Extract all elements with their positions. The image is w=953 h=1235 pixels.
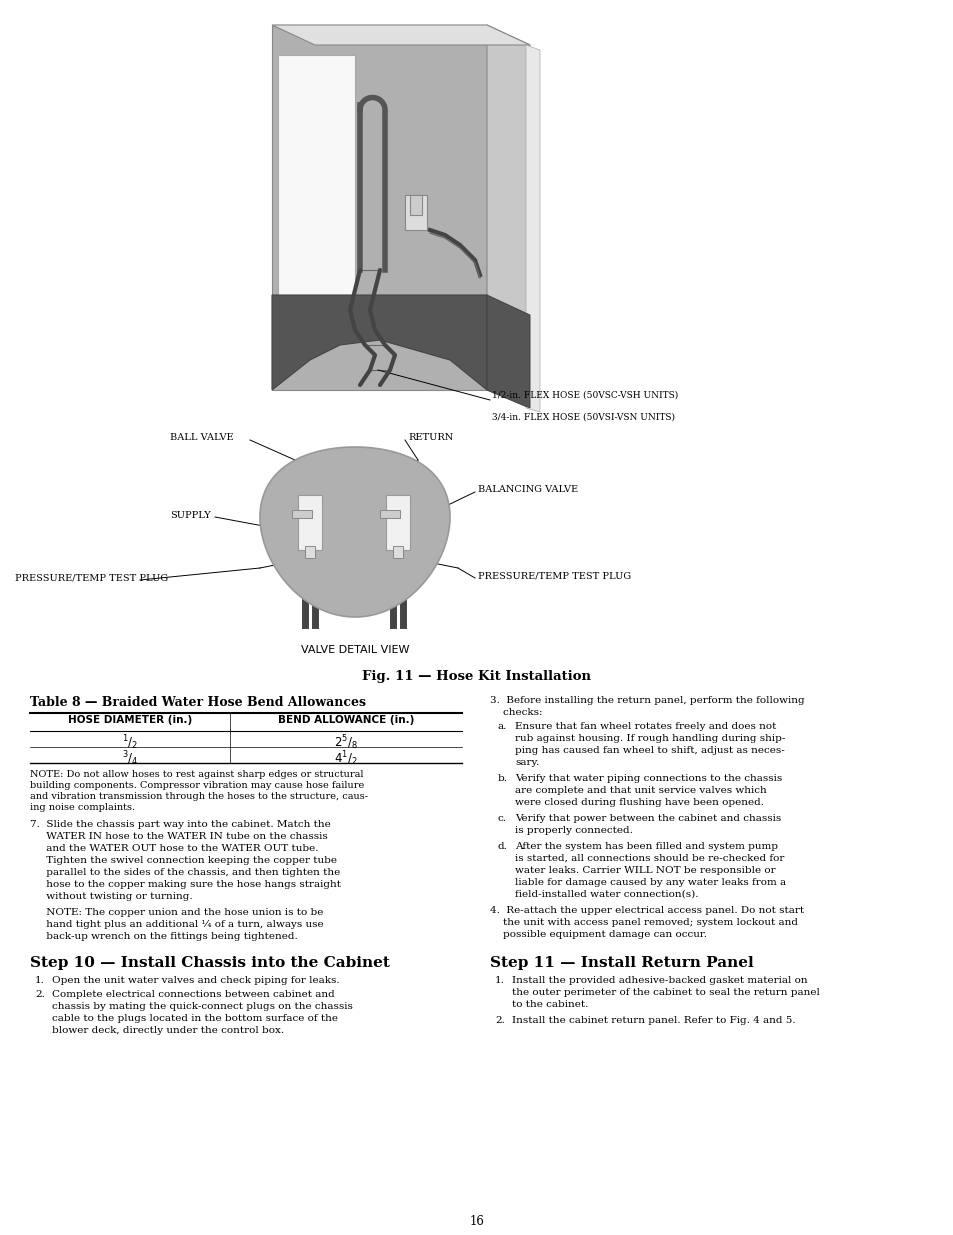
Text: Verify that water piping connections to the chassis: Verify that water piping connections to … bbox=[515, 774, 781, 783]
Text: rub against housing. If rough handling during ship-: rub against housing. If rough handling d… bbox=[515, 734, 784, 743]
Text: checks:: checks: bbox=[490, 708, 542, 718]
Text: BEND ALLOWANCE (in.): BEND ALLOWANCE (in.) bbox=[277, 715, 414, 725]
Text: Tighten the swivel connection keeping the copper tube: Tighten the swivel connection keeping th… bbox=[30, 856, 336, 864]
Text: Ensure that fan wheel rotates freely and does not: Ensure that fan wheel rotates freely and… bbox=[515, 722, 776, 731]
Text: Step 10 — Install Chassis into the Cabinet: Step 10 — Install Chassis into the Cabin… bbox=[30, 956, 390, 969]
Bar bbox=[292, 510, 312, 517]
Polygon shape bbox=[272, 25, 530, 44]
Text: Step 11 — Install Return Panel: Step 11 — Install Return Panel bbox=[490, 956, 753, 969]
Text: cable to the plugs located in the bottom surface of the: cable to the plugs located in the bottom… bbox=[52, 1014, 337, 1023]
Text: HOSE DIAMETER (in.): HOSE DIAMETER (in.) bbox=[68, 715, 192, 725]
Text: 4.  Re-attach the upper electrical access panel. Do not start: 4. Re-attach the upper electrical access… bbox=[490, 906, 803, 915]
Bar bbox=[305, 546, 314, 558]
Text: were closed during flushing have been opened.: were closed during flushing have been op… bbox=[515, 798, 763, 806]
Text: 3.  Before installing the return panel, perform the following: 3. Before installing the return panel, p… bbox=[490, 697, 803, 705]
Text: without twisting or turning.: without twisting or turning. bbox=[30, 892, 193, 902]
Text: 1.: 1. bbox=[35, 976, 45, 986]
Polygon shape bbox=[525, 44, 539, 412]
Polygon shape bbox=[272, 295, 486, 390]
Text: d.: d. bbox=[497, 842, 507, 851]
Text: are complete and that unit service valves which: are complete and that unit service valve… bbox=[515, 785, 766, 795]
Polygon shape bbox=[486, 295, 530, 408]
Text: Table 8 — Braided Water Hose Bend Allowances: Table 8 — Braided Water Hose Bend Allowa… bbox=[30, 697, 366, 709]
Text: hose to the copper making sure the hose hangs straight: hose to the copper making sure the hose … bbox=[30, 881, 340, 889]
Text: and the WATER OUT hose to the WATER OUT tube.: and the WATER OUT hose to the WATER OUT … bbox=[30, 844, 318, 853]
Text: $^{3}/_{4}$: $^{3}/_{4}$ bbox=[122, 748, 138, 768]
Bar bbox=[405, 195, 427, 230]
Text: to the cabinet.: to the cabinet. bbox=[512, 1000, 588, 1009]
Text: 2.: 2. bbox=[495, 1016, 504, 1025]
Text: sary.: sary. bbox=[515, 758, 538, 767]
Text: b.: b. bbox=[497, 774, 507, 783]
Text: a.: a. bbox=[497, 722, 507, 731]
Text: Fig. 11 — Hose Kit Installation: Fig. 11 — Hose Kit Installation bbox=[362, 671, 591, 683]
Text: BALANCING VALVE: BALANCING VALVE bbox=[477, 485, 578, 494]
Bar bbox=[393, 546, 402, 558]
Text: $4^{1}/_{2}$: $4^{1}/_{2}$ bbox=[334, 748, 357, 768]
Polygon shape bbox=[277, 56, 355, 300]
Text: and vibration transmission through the hoses to the structure, caus-: and vibration transmission through the h… bbox=[30, 792, 368, 802]
Text: back-up wrench on the fittings being tightened.: back-up wrench on the fittings being tig… bbox=[30, 932, 297, 941]
Bar bbox=[410, 195, 421, 215]
Text: field-installed water connection(s).: field-installed water connection(s). bbox=[515, 890, 698, 899]
Text: the unit with access panel removed; system lockout and: the unit with access panel removed; syst… bbox=[490, 918, 797, 927]
Text: ing noise complaints.: ing noise complaints. bbox=[30, 803, 135, 811]
Text: 2.: 2. bbox=[35, 990, 45, 999]
Text: 1/2-in. FLEX HOSE (50VSC-VSH UNITS): 1/2-in. FLEX HOSE (50VSC-VSH UNITS) bbox=[492, 391, 678, 400]
Text: Verify that power between the cabinet and chassis: Verify that power between the cabinet an… bbox=[515, 814, 781, 823]
Text: 7.  Slide the chassis part way into the cabinet. Match the: 7. Slide the chassis part way into the c… bbox=[30, 820, 331, 829]
Text: BALL VALVE: BALL VALVE bbox=[170, 433, 233, 442]
Text: water leaks. Carrier WILL NOT be responsible or: water leaks. Carrier WILL NOT be respons… bbox=[515, 866, 775, 876]
Text: WATER IN hose to the WATER IN tube on the chassis: WATER IN hose to the WATER IN tube on th… bbox=[30, 832, 328, 841]
Text: c.: c. bbox=[497, 814, 506, 823]
Text: $2^{5}/_{8}$: $2^{5}/_{8}$ bbox=[334, 734, 357, 752]
Text: RETURN: RETURN bbox=[408, 433, 453, 442]
Text: VALVE DETAIL VIEW: VALVE DETAIL VIEW bbox=[300, 645, 409, 655]
Text: is properly connected.: is properly connected. bbox=[515, 826, 632, 835]
Text: parallel to the sides of the chassis, and then tighten the: parallel to the sides of the chassis, an… bbox=[30, 868, 340, 877]
Bar bbox=[386, 495, 410, 550]
Text: building components. Compressor vibration may cause hose failure: building components. Compressor vibratio… bbox=[30, 781, 364, 790]
Text: NOTE: Do not allow hoses to rest against sharp edges or structural: NOTE: Do not allow hoses to rest against… bbox=[30, 769, 363, 779]
Text: the outer perimeter of the cabinet to seal the return panel: the outer perimeter of the cabinet to se… bbox=[512, 988, 819, 997]
Text: $^{1}/_{2}$: $^{1}/_{2}$ bbox=[122, 734, 138, 752]
Text: liable for damage caused by any water leaks from a: liable for damage caused by any water le… bbox=[515, 878, 785, 887]
Text: Open the unit water valves and check piping for leaks.: Open the unit water valves and check pip… bbox=[52, 976, 339, 986]
Polygon shape bbox=[260, 447, 450, 618]
Text: chassis by mating the quick-connect plugs on the chassis: chassis by mating the quick-connect plug… bbox=[52, 1002, 353, 1011]
Bar bbox=[297, 495, 322, 550]
Text: 3/4-in. FLEX HOSE (50VSI-VSN UNITS): 3/4-in. FLEX HOSE (50VSI-VSN UNITS) bbox=[492, 412, 675, 422]
Text: NOTE: The copper union and the hose union is to be: NOTE: The copper union and the hose unio… bbox=[30, 908, 323, 918]
Text: Complete electrical connections between cabinet and: Complete electrical connections between … bbox=[52, 990, 335, 999]
Text: possible equipment damage can occur.: possible equipment damage can occur. bbox=[490, 930, 706, 939]
Text: hand tight plus an additional ¹⁄₄ of a turn, always use: hand tight plus an additional ¹⁄₄ of a t… bbox=[30, 920, 323, 929]
Text: blower deck, directly under the control box.: blower deck, directly under the control … bbox=[52, 1026, 284, 1035]
Bar bbox=[379, 510, 399, 517]
Text: ping has caused fan wheel to shift, adjust as neces-: ping has caused fan wheel to shift, adju… bbox=[515, 746, 784, 755]
Text: 1.: 1. bbox=[495, 976, 504, 986]
Text: is started, all connections should be re-checked for: is started, all connections should be re… bbox=[515, 853, 783, 863]
Text: SUPPLY: SUPPLY bbox=[170, 510, 211, 520]
Text: 16: 16 bbox=[469, 1215, 484, 1228]
Polygon shape bbox=[486, 25, 530, 408]
Text: After the system has been filled and system pump: After the system has been filled and sys… bbox=[515, 842, 778, 851]
Text: Install the provided adhesive-backed gasket material on: Install the provided adhesive-backed gas… bbox=[512, 976, 807, 986]
Polygon shape bbox=[272, 25, 486, 390]
Text: PRESSURE/TEMP TEST PLUG: PRESSURE/TEMP TEST PLUG bbox=[477, 572, 631, 580]
Text: Install the cabinet return panel. Refer to Fig. 4 and 5.: Install the cabinet return panel. Refer … bbox=[512, 1016, 795, 1025]
Text: PRESSURE/TEMP TEST PLUG: PRESSURE/TEMP TEST PLUG bbox=[15, 573, 168, 583]
